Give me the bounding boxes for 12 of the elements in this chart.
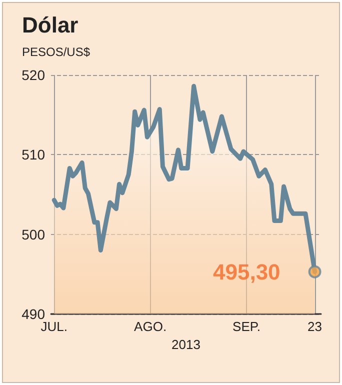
x-tick-label: AGO. — [134, 319, 167, 334]
y-tick-label: 510 — [22, 146, 46, 163]
x-tick-label: 23 — [308, 319, 322, 334]
y-tick-label: 500 — [22, 226, 46, 242]
y-tick-label: 490 — [22, 306, 46, 322]
x-tick-label: JUL. — [40, 319, 68, 334]
chart-title: Dólar — [22, 12, 79, 38]
x-tick-label: SEP. — [232, 319, 260, 334]
y-tick-label: 520 — [22, 67, 46, 83]
annotation: 495,30 — [212, 259, 280, 284]
x-axis-title: 2013 — [172, 337, 200, 352]
y-axis-title: PESOS/US$ — [22, 45, 90, 59]
